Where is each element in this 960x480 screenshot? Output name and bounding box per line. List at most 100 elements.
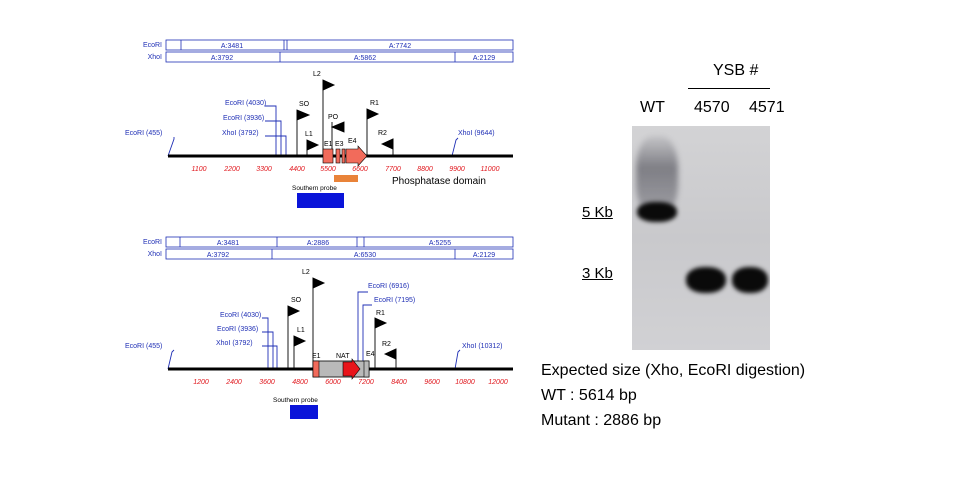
- wt-ecori-fragment-2: A:7742: [389, 43, 411, 50]
- mut-tick-5: 6000: [325, 379, 341, 386]
- wt-xhoi-track: XhoI A:3792 A:5862 A:2129: [148, 51, 514, 63]
- mut-ecori-fragment-2: A:2886: [307, 240, 329, 247]
- mut-ecori-fragment-1: A:3481: [217, 240, 239, 247]
- mut-tick-10: 12000: [488, 379, 508, 386]
- wt-exon-e3: E3: [335, 141, 344, 148]
- mut-tick-6: 7200: [358, 379, 374, 386]
- wt-exon-e1: E1: [324, 141, 333, 148]
- mut-tick-1: 1200: [193, 379, 209, 386]
- mut-site-ecori-6916: EcoRI (6916): [368, 283, 409, 290]
- mut-cassette-label: NAT: [336, 353, 350, 360]
- mut-exon-e1: E1: [312, 353, 321, 360]
- mut-tick-2: 2400: [225, 379, 242, 386]
- expected-heading: Expected size (Xho, EcoRI digestion): [541, 362, 806, 379]
- wt-tick-7: 7700: [385, 166, 401, 173]
- wt-exons: [322, 145, 368, 167]
- mut-ecori-track: EcoRI A:3481 A:2886 A:5255: [143, 236, 514, 248]
- wt-primers: [296, 79, 394, 156]
- wt-xhoi-fragment-3: A:2129: [473, 55, 495, 62]
- wt-tick-2: 2200: [223, 166, 240, 173]
- wt-tick-3: 3300: [256, 166, 272, 173]
- mutant-map: EcoRI A:3481 A:2886 A:5255 XhoI A:3792 A…: [125, 236, 514, 419]
- wt-xhoi-fragment-1: A:3792: [211, 55, 233, 62]
- mut-exon-e4-box: [363, 360, 370, 378]
- mut-ticks: 1200 2400 3600 4800 6000 7200 8400 9600 …: [193, 379, 508, 386]
- mut-site-ecori-3936: EcoRI (3936): [217, 326, 258, 333]
- mut-tick-8: 9600: [424, 379, 440, 386]
- wt-ecori-fragment-1: A:3481: [221, 43, 243, 50]
- wt-xhoi-track-label: XhoI: [148, 54, 162, 61]
- lane-label-4570: 4570: [694, 99, 730, 116]
- lane-label-wt: WT: [640, 99, 665, 116]
- wt-site-ecori-455: EcoRI (455): [125, 130, 162, 137]
- wt-site-ecori-3936: EcoRI (3936): [223, 115, 264, 122]
- wt-primer-po: PO: [328, 114, 339, 121]
- mut-xhoi-fragment-3: A:2129: [473, 252, 495, 259]
- blot-title-rule: [688, 88, 770, 89]
- mut-tick-3: 3600: [259, 379, 275, 386]
- blot-title: YSB #: [713, 62, 759, 79]
- wt-domain-label: Phosphatase domain: [392, 176, 486, 187]
- wt-tick-6: 6600: [352, 166, 368, 173]
- mut-tick-9: 10800: [455, 379, 475, 386]
- mut-tick-4: 4800: [292, 379, 308, 386]
- mut-site-ecori-455: EcoRI (455): [125, 343, 162, 350]
- wt-tick-5: 5500: [320, 166, 336, 173]
- wt-ticks: 1100 2200 3300 4400 5500 6600 7700 8800 …: [191, 166, 499, 173]
- wt-primer-r1: R1: [370, 100, 379, 107]
- mut-primer-so: SO: [291, 297, 302, 304]
- marker-3kb: 3 Kb: [582, 265, 613, 282]
- wt-primer-l1: L1: [305, 131, 313, 138]
- mut-xhoi-fragment-1: A:3792: [207, 252, 229, 259]
- wt-probe-label: Southern probe: [292, 185, 337, 192]
- mut-primer-r2: R2: [382, 341, 391, 348]
- wt-tick-8: 8800: [417, 166, 433, 173]
- southern-blot-gel: [632, 126, 770, 350]
- lane-4570-band: [686, 267, 726, 293]
- mut-southern-probe: [290, 405, 318, 419]
- mut-site-xhoi-3792: XhoI (3792): [216, 340, 253, 347]
- restriction-maps: EcoRI A:3481 A:7742 XhoI A:3792 A:5862 A…: [125, 39, 514, 419]
- mut-primer-l2: L2: [302, 269, 310, 276]
- mut-exon-e1-box: [312, 360, 320, 378]
- wt-exon-e4: E4: [348, 138, 357, 145]
- mut-xhoi-track-label: XhoI: [148, 251, 162, 258]
- mut-nat-cassette: [342, 358, 361, 380]
- wt-ecori-track-label: EcoRI: [143, 42, 162, 49]
- lane-label-4571: 4571: [749, 99, 785, 116]
- wt-band: [637, 202, 677, 222]
- mut-primers: [287, 277, 397, 369]
- wt-ecori-track: EcoRI A:3481 A:7742: [143, 39, 514, 51]
- mut-exon-e4: E4: [366, 351, 375, 358]
- wt-primer-so: SO: [299, 101, 310, 108]
- wt-phosphatase-domain-bar: [334, 175, 358, 182]
- wt-tick-9: 9900: [449, 166, 465, 173]
- wt-site-xhoi-9644: XhoI (9644): [458, 130, 495, 137]
- wt-primer-l2: L2: [313, 71, 321, 78]
- wt-tick-10: 11000: [481, 166, 500, 173]
- mut-probe-label: Southern probe: [273, 397, 318, 404]
- lane-4571-band: [732, 267, 768, 293]
- wt-primer-r2: R2: [378, 130, 387, 137]
- marker-5kb: 5 Kb: [582, 204, 613, 221]
- wt-tick-1: 1100: [191, 166, 206, 173]
- wt-map: EcoRI A:3481 A:7742 XhoI A:3792 A:5862 A…: [125, 39, 514, 208]
- mut-primer-l1: L1: [297, 327, 305, 334]
- mut-replacement-box: [312, 360, 370, 378]
- mut-tick-7: 8400: [391, 379, 407, 386]
- wt-southern-probe: [297, 193, 344, 208]
- mut-ecori-fragment-3: A:5255: [429, 240, 451, 247]
- mut-site-ecori-7195: EcoRI (7195): [374, 297, 415, 304]
- mut-site-xhoi-10312: XhoI (10312): [462, 343, 502, 350]
- mut-xhoi-track: XhoI A:3792 A:6530 A:2129: [148, 248, 514, 260]
- expected-mutant: Mutant : 2886 bp: [541, 412, 662, 429]
- mut-ecori-track-label: EcoRI: [143, 239, 162, 246]
- wt-tick-4: 4400: [289, 166, 305, 173]
- mut-primer-r1: R1: [376, 310, 385, 317]
- expected-wt: WT : 5614 bp: [541, 387, 637, 404]
- wt-xhoi-fragment-2: A:5862: [354, 55, 376, 62]
- mut-site-ecori-4030: EcoRI (4030): [220, 312, 261, 319]
- wt-site-xhoi-3792: XhoI (3792): [222, 130, 259, 137]
- wt-site-ecori-4030: EcoRI (4030): [225, 100, 266, 107]
- mut-xhoi-fragment-2: A:6530: [354, 252, 376, 259]
